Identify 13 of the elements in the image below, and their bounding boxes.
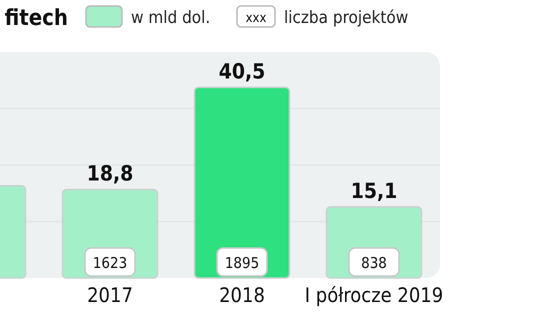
text: xxx (246, 11, 266, 26)
chart-title: fitech (4, 6, 68, 31)
legend-label: w mld dol. (131, 8, 210, 28)
annotation: 838 (361, 254, 387, 272)
data-label: 15,1 (350, 178, 398, 203)
annotation: 1895 (224, 254, 260, 272)
x-tick-label: 2018 (219, 283, 265, 307)
annotation: 1623 (92, 254, 128, 272)
data-label: 18,8 (86, 161, 134, 186)
x-tick-label: 2017 (87, 283, 133, 307)
text: liczba projektów (284, 8, 408, 28)
x-tick-label: I półrocze 2019 (304, 283, 444, 307)
data-label: 40,5 (218, 59, 266, 84)
